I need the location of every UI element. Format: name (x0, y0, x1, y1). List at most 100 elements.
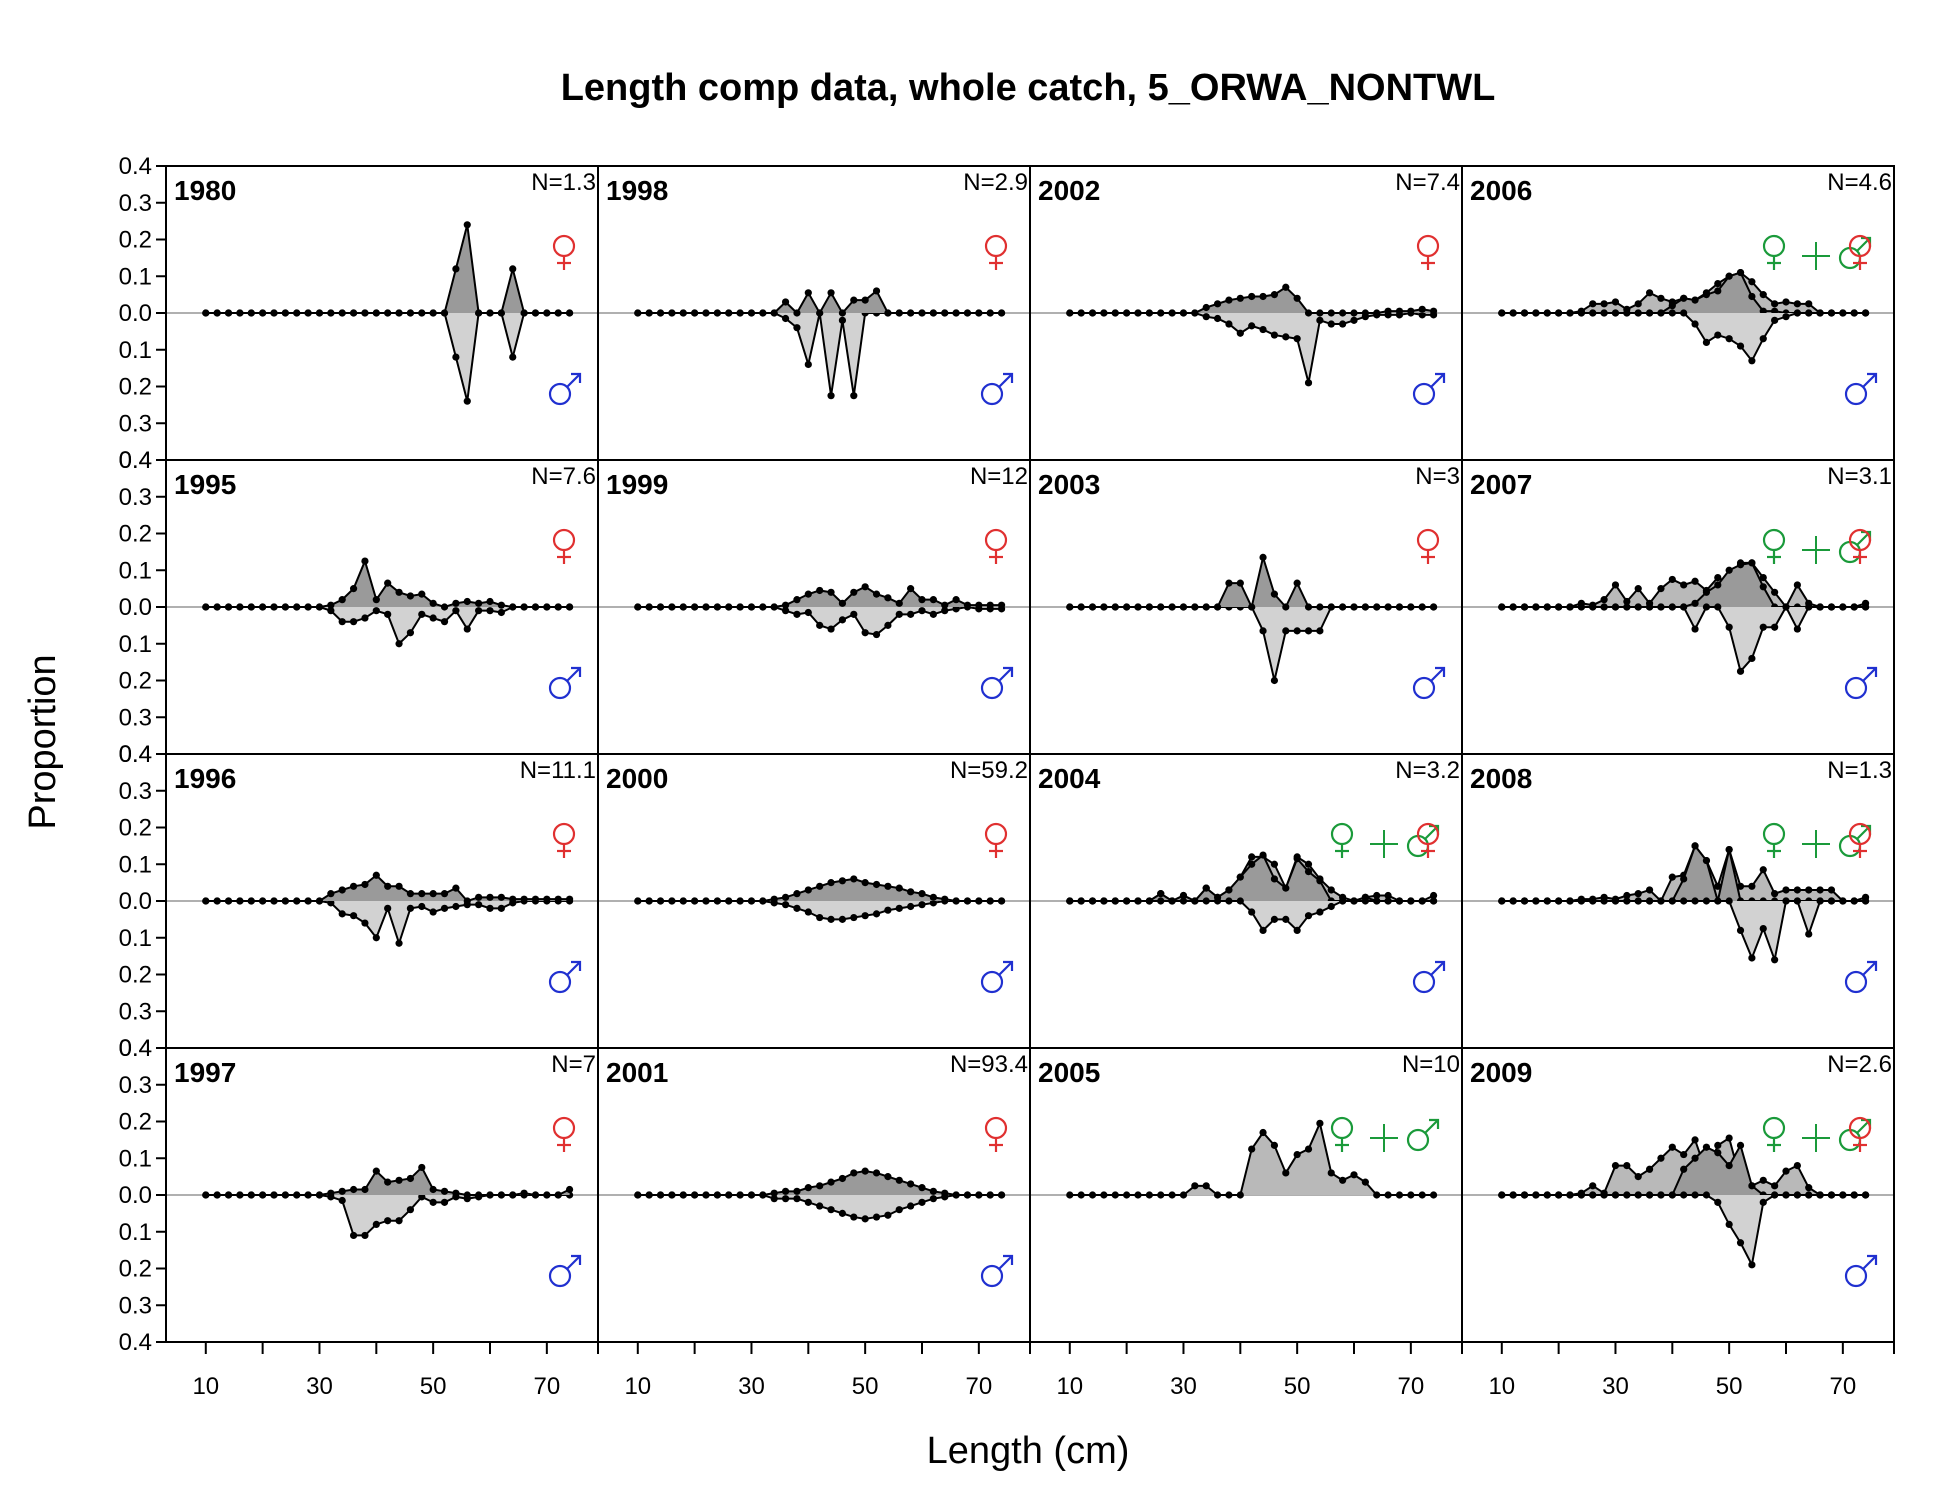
male-series-point-58 (907, 1202, 915, 1210)
male-series-point-38 (1225, 320, 1233, 328)
female-series-point-60 (918, 890, 926, 898)
male-series-point-34 (1634, 603, 1642, 611)
x-tick-label: 70 (965, 1373, 992, 1400)
female-series-point-50 (861, 1167, 869, 1175)
combined-mars-icon-head (1429, 1118, 1440, 1129)
y-axis-title: Proportion (22, 654, 64, 829)
female-series-point-48 (850, 875, 858, 883)
combined-venus-icon (1762, 234, 1786, 270)
male-series-point-26 (1157, 897, 1165, 905)
combined-series-point-16 (1100, 1191, 1108, 1199)
female-series-point-18 (679, 603, 687, 611)
female-series-point-74 (997, 309, 1006, 317)
venus-icon-ring (1848, 1116, 1872, 1140)
female-series-point-16 (668, 309, 676, 317)
female-series-point-62 (497, 893, 505, 901)
female-series-point-20 (691, 897, 699, 905)
female-series-point-34 (338, 886, 346, 894)
female-series-point-66 (520, 603, 528, 611)
venus-icon-ring (1416, 528, 1440, 552)
female-series-point-14 (1088, 603, 1097, 611)
combined-series-point-56 (1759, 1176, 1767, 1184)
male-series-point-42 (1248, 908, 1256, 916)
female-series-point-28 (736, 603, 744, 611)
female-series-point-42 (384, 882, 392, 890)
female-series-point-72 (1418, 305, 1426, 313)
female-series-point-12 (213, 603, 221, 611)
male-series-point-16 (1532, 603, 1540, 611)
male-series-point-50 (1293, 335, 1301, 343)
female-series-point-64 (941, 601, 949, 609)
male-series-point-52 (872, 630, 881, 639)
male-series-point-66 (1384, 897, 1392, 905)
combined-series-point-64 (1805, 300, 1813, 308)
female-series-point-38 (361, 557, 369, 565)
mars-icon (1844, 1254, 1878, 1288)
combined-series-point-50 (1293, 1150, 1301, 1159)
mars-icon-head (1867, 666, 1878, 677)
female-series-point-50 (1293, 294, 1301, 302)
x-tick-label: 10 (624, 1373, 651, 1400)
male-series-point-44 (1691, 1191, 1699, 1199)
female-series-point-44 (395, 1176, 403, 1184)
panel-year-label: 2008 (1470, 763, 1532, 794)
female-series-point-28 (1168, 309, 1176, 317)
male-series-point-50 (861, 629, 869, 637)
combined-series-point-38 (1225, 1191, 1233, 1199)
female-series-point-62 (929, 309, 937, 317)
female-series-point-22 (270, 309, 278, 317)
female-series-area (637, 1171, 1002, 1195)
male-series-point-28 (1600, 309, 1608, 317)
female-series-point-18 (247, 897, 255, 905)
female-series-point-36 (349, 882, 358, 890)
female-series-point-14 (224, 603, 233, 611)
mars-icon-ring (1844, 1264, 1868, 1288)
combined-series-point-52 (1304, 1145, 1313, 1153)
combined-series-point-34 (1634, 300, 1642, 308)
female-series-point-30 (1179, 891, 1188, 900)
male-series-point-40 (1668, 309, 1676, 317)
male-series-point-64 (941, 607, 949, 615)
female-series-point-14 (656, 603, 665, 611)
female-series-point-54 (1316, 309, 1324, 317)
male-series-point-46 (1702, 897, 1711, 905)
combined-series-point-38 (1657, 585, 1665, 593)
combined-series-point-14 (1088, 1191, 1097, 1199)
panel-year-label: 1980 (174, 175, 236, 206)
male-series-point-28 (1600, 897, 1608, 905)
male-series-point-60 (1350, 897, 1358, 905)
female-series-point-56 (1327, 603, 1335, 611)
mars-icon-head (1435, 372, 1446, 383)
male-series-point-40 (1236, 329, 1244, 337)
female-series-point-48 (418, 1163, 426, 1172)
female-series-point-50 (1725, 272, 1733, 280)
female-series-point-38 (1225, 886, 1233, 894)
male-series-point-42 (1680, 897, 1688, 905)
female-series-point-32 (327, 601, 335, 609)
male-series-point-40 (1236, 897, 1244, 905)
female-series-point-42 (816, 1182, 824, 1190)
male-series-point-22 (1566, 897, 1574, 905)
mars-icon (548, 372, 582, 406)
venus-icon-ring (552, 1116, 576, 1140)
female-series-point-28 (736, 1191, 744, 1199)
combined-venus-icon-ring (1330, 822, 1354, 846)
male-series-point-72 (1418, 897, 1426, 905)
female-series-point-16 (668, 1191, 676, 1199)
female-series-point-52 (872, 287, 881, 295)
female-series-point-24 (713, 309, 721, 317)
female-series-point-60 (1350, 603, 1358, 611)
female-series-point-54 (884, 882, 892, 890)
male-series-point-40 (372, 934, 380, 942)
female-series-point-70 (543, 1191, 551, 1199)
mars-icon (980, 666, 1014, 700)
combined-series-point-38 (1657, 294, 1665, 302)
x-tick-label: 30 (306, 1373, 333, 1400)
female-series-point-50 (1725, 566, 1733, 574)
female-series-point-10 (634, 603, 642, 611)
female-series-point-58 (1339, 603, 1347, 611)
female-series-point-32 (327, 1189, 335, 1197)
male-series-point-52 (1304, 379, 1313, 387)
male-series-point-10 (1066, 897, 1074, 905)
y-tick-label: 0.0 (119, 300, 152, 327)
